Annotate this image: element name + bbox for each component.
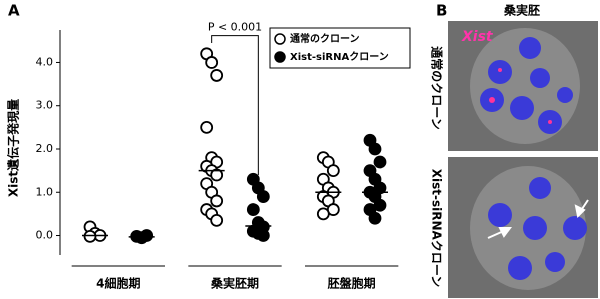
signal — [498, 68, 502, 72]
arrows — [487, 199, 589, 239]
signal — [489, 97, 495, 103]
annotation: P < 0.001 — [208, 21, 262, 34]
legend-marker — [274, 33, 286, 45]
data-point — [140, 229, 154, 242]
y-tick-label: 0.0 — [36, 229, 54, 242]
data-point — [210, 168, 224, 182]
data-point — [210, 213, 224, 227]
data-point — [210, 194, 224, 208]
data-point — [200, 120, 214, 134]
data-point — [373, 155, 387, 169]
signal — [548, 120, 552, 124]
y-tick-label: 3.0 — [36, 99, 54, 112]
y-tick-label: 2.0 — [36, 142, 54, 155]
legend-label: 通常のクローン — [290, 32, 360, 45]
panel-label: A — [8, 2, 20, 20]
x-tick-label: 4細胞期 — [96, 276, 140, 291]
data-point — [83, 229, 97, 243]
data-point — [368, 142, 382, 156]
y-axis-label: Xist遺伝子発現量 — [6, 99, 21, 197]
stain-label: Xist — [461, 29, 494, 45]
y-tick-label: 4.0 — [36, 55, 54, 68]
row-label: Xist-siRNAクローン — [430, 169, 444, 287]
panel-label: B — [436, 2, 447, 20]
data-point — [256, 229, 270, 242]
data-point — [210, 69, 224, 82]
data-point — [246, 203, 260, 216]
data-point — [256, 190, 270, 203]
legend-marker — [274, 51, 286, 63]
legend-box — [269, 27, 411, 69]
x-tick-label: 桑実胚期 — [211, 276, 259, 291]
data-point — [368, 211, 382, 225]
y-tick-label: 1.0 — [36, 185, 54, 198]
data-point — [205, 56, 219, 69]
significance-bracket — [211, 35, 259, 175]
row-label: 通常のクローン — [430, 46, 445, 129]
panel-title: 桑実胚 — [504, 3, 540, 18]
data-point — [326, 164, 340, 178]
legend-label: Xist-siRNAクローン — [290, 51, 389, 63]
nuclei — [488, 177, 587, 280]
panel-b: B 桑実胚 Xist 通常のクローン Xist-siRNAクローン — [430, 2, 598, 298]
data-point — [316, 207, 330, 221]
x-tick-label: 胚盤胞期 — [328, 276, 376, 291]
